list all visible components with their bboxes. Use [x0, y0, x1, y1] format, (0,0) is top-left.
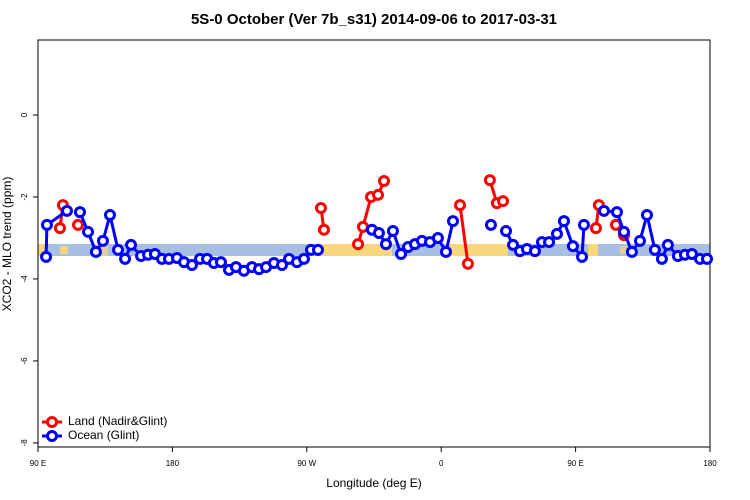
- y-tick-label: -8: [20, 439, 29, 447]
- point: [550, 227, 563, 240]
- point: [395, 247, 408, 260]
- point: [625, 245, 638, 258]
- point: [507, 238, 520, 251]
- point: [661, 238, 674, 251]
- point: [685, 247, 698, 260]
- x-axis-label: Longitude (deg E): [326, 476, 421, 490]
- x-tick-label: 90 W: [297, 459, 316, 468]
- y-tick-label: -6: [20, 357, 29, 365]
- point: [633, 234, 646, 247]
- point: [497, 195, 510, 208]
- point: [439, 245, 452, 258]
- point: [640, 209, 653, 222]
- point: [103, 209, 116, 222]
- point: [312, 243, 324, 256]
- point: [372, 188, 385, 201]
- point: [125, 238, 138, 251]
- point: [40, 250, 53, 263]
- point: [577, 218, 590, 231]
- point: [352, 238, 365, 251]
- point: [72, 218, 85, 231]
- point: [483, 174, 496, 187]
- point: [610, 206, 623, 219]
- point: [96, 234, 109, 247]
- legend-marker: [46, 430, 58, 442]
- land-strip: [60, 246, 68, 254]
- series-line: [44, 209, 708, 273]
- point: [372, 227, 385, 240]
- land-strip: [448, 244, 508, 256]
- point: [701, 252, 714, 265]
- point: [617, 225, 630, 238]
- point: [60, 204, 73, 217]
- point: [82, 225, 95, 238]
- point: [379, 238, 392, 251]
- legend-label: Land (Nadir&Glint): [68, 414, 167, 428]
- point: [185, 259, 198, 272]
- point: [454, 199, 467, 212]
- y-tick-label: -2: [20, 193, 29, 201]
- y-tick-label: 0: [20, 112, 29, 117]
- point: [655, 252, 668, 265]
- point: [528, 245, 541, 258]
- point: [73, 206, 86, 219]
- point: [378, 174, 391, 187]
- plot-frame: [37, 39, 711, 448]
- x-tick-label: 0: [439, 459, 444, 468]
- point: [276, 259, 289, 272]
- point: [648, 243, 661, 256]
- x-tick-label: 90 E: [567, 459, 583, 468]
- land-strip: [38, 244, 46, 256]
- point: [576, 250, 589, 263]
- point: [119, 252, 132, 265]
- point: [566, 240, 579, 253]
- land-strip: [588, 244, 598, 256]
- point: [40, 218, 53, 231]
- point: [446, 215, 459, 228]
- point: [53, 222, 66, 235]
- point: [314, 202, 327, 215]
- legend-label: Ocean (Glint): [68, 428, 139, 442]
- point: [317, 223, 330, 236]
- point: [589, 222, 602, 235]
- point: [500, 224, 513, 237]
- point: [214, 256, 227, 269]
- x-tick-label: 180: [703, 459, 717, 468]
- point: [543, 236, 556, 249]
- point: [112, 243, 125, 256]
- point: [386, 224, 399, 237]
- y-axis-label: XCO2 - MLO trend (ppm): [0, 177, 14, 312]
- point: [557, 215, 570, 228]
- x-tick-label: 180: [166, 459, 180, 468]
- point: [297, 252, 310, 265]
- legend-marker: [46, 416, 58, 428]
- y-tick-label: -4: [20, 275, 29, 283]
- x-tick-label: 90 E: [30, 459, 46, 468]
- point: [484, 218, 497, 231]
- point: [461, 257, 474, 270]
- point: [89, 245, 102, 258]
- land-strip: [320, 244, 392, 256]
- chart-title: 5S-0 October (Ver 7b_s31) 2014-09-06 to …: [191, 11, 557, 28]
- point: [597, 204, 610, 217]
- point: [431, 231, 444, 244]
